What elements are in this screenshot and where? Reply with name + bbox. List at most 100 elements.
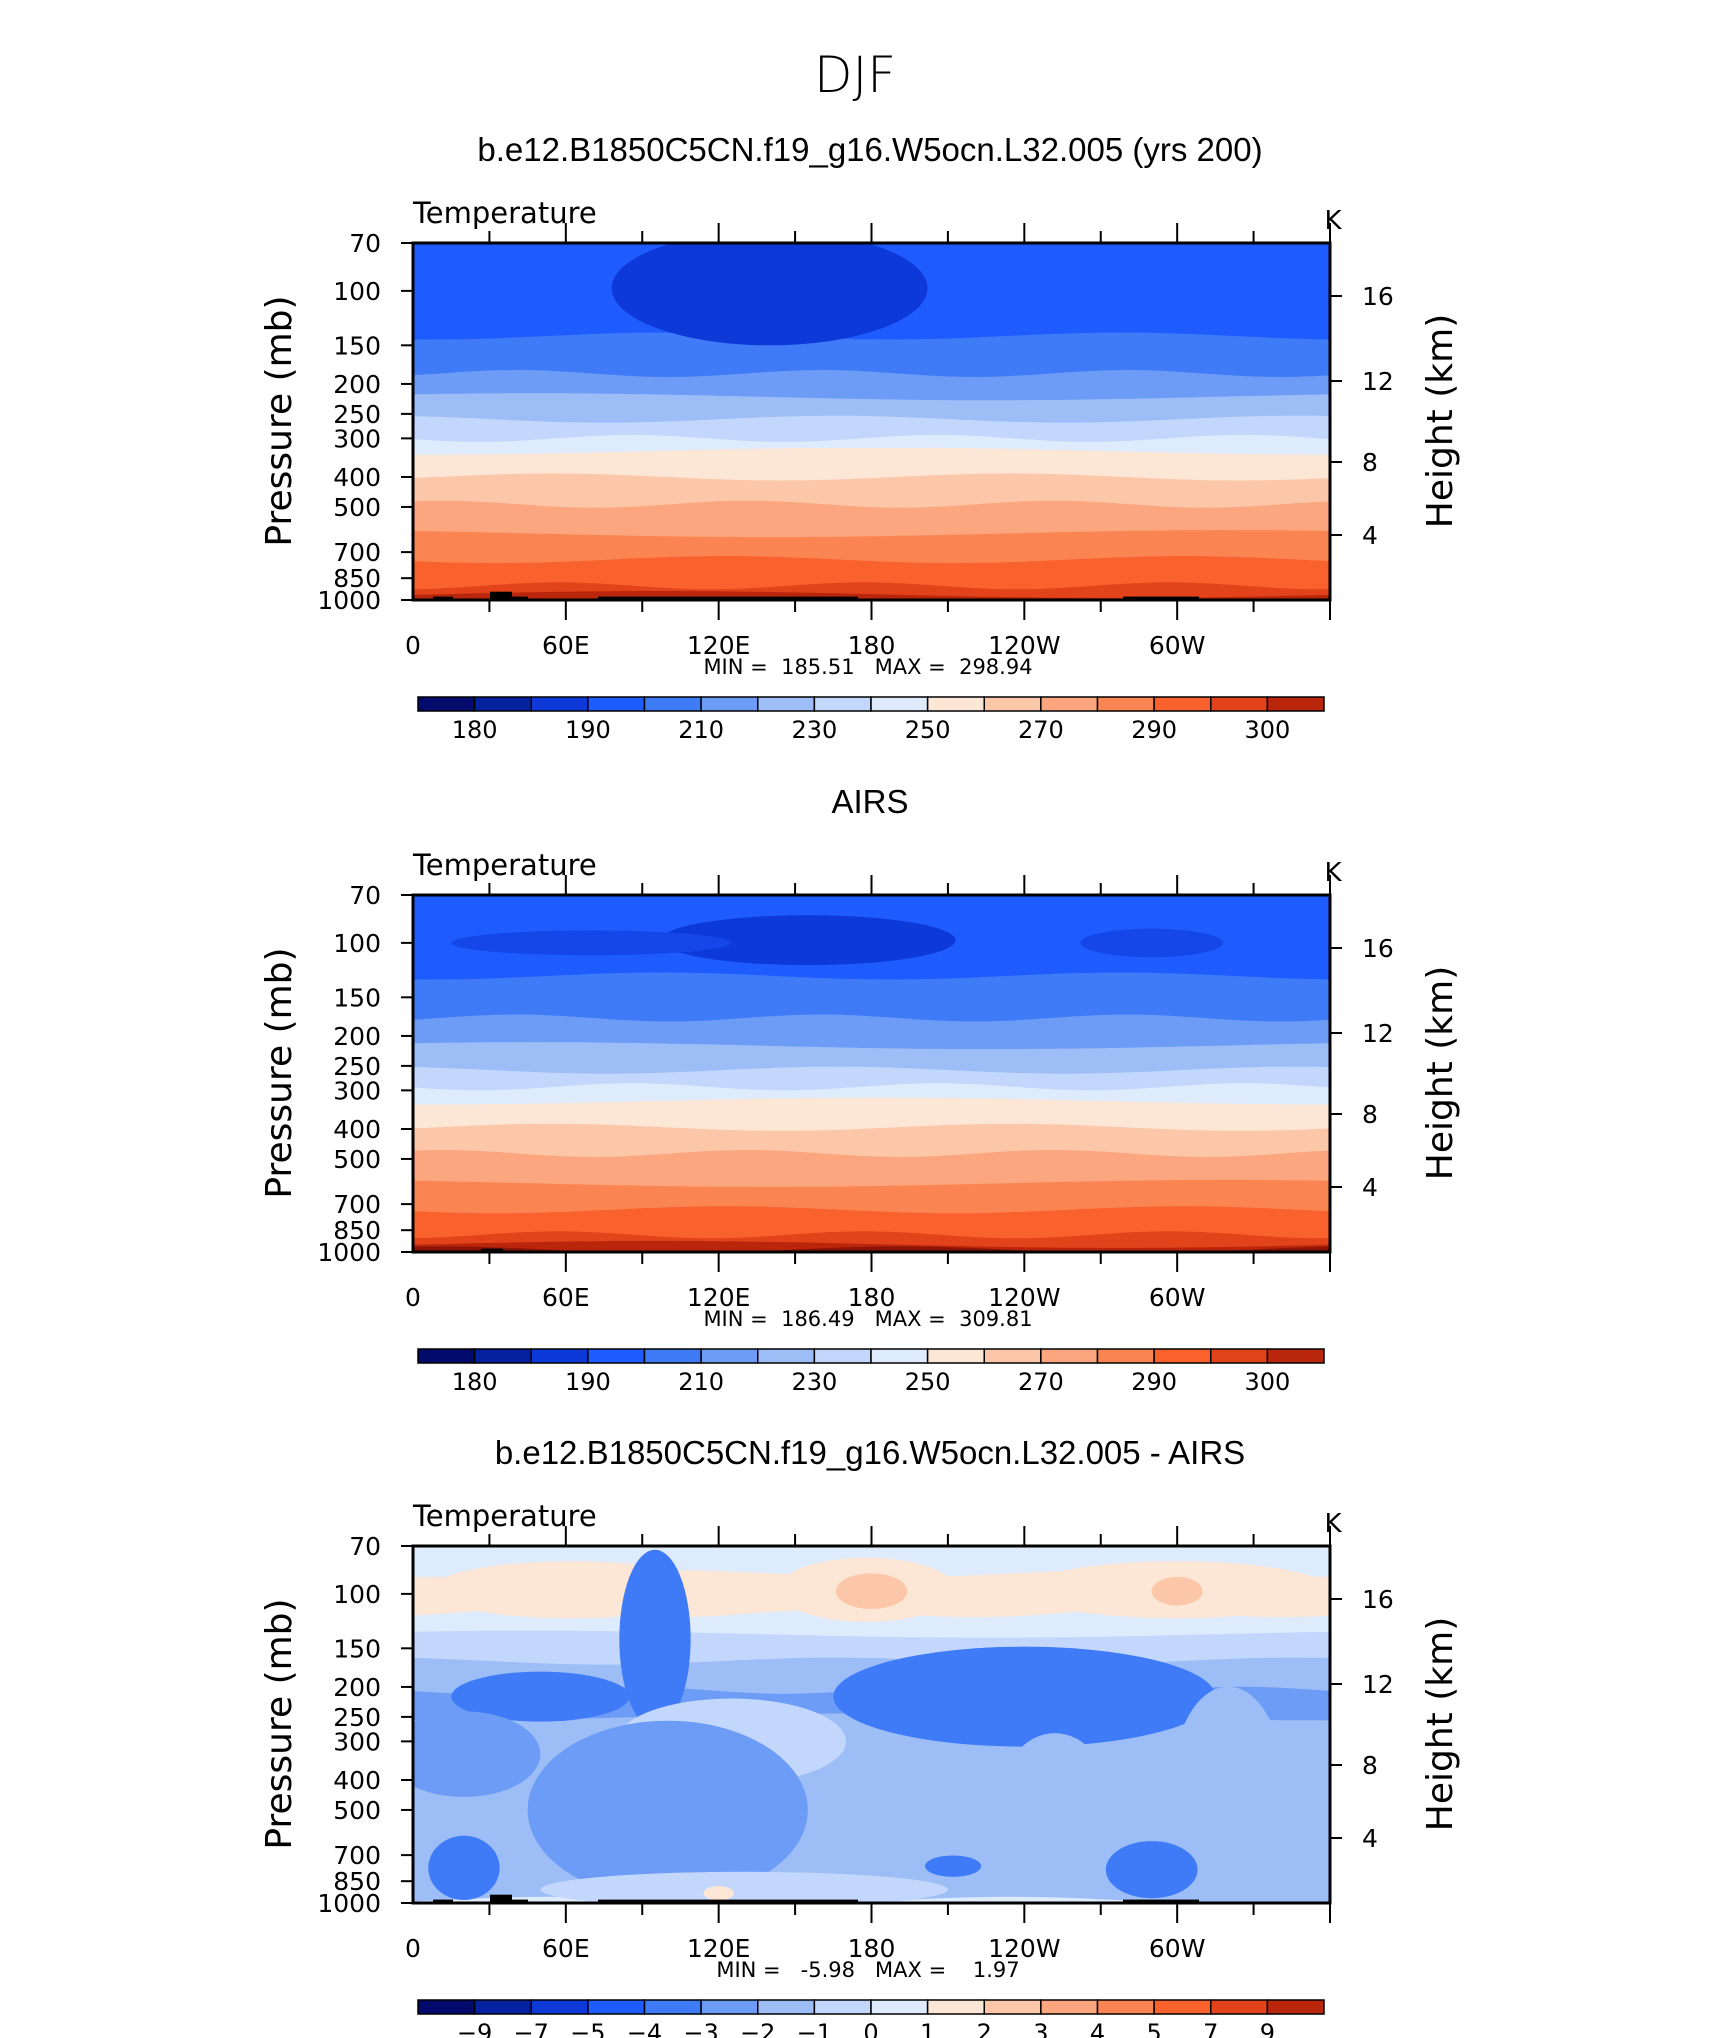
contour-blob bbox=[540, 1871, 948, 1903]
colorbar-label: −7 bbox=[514, 2019, 549, 2038]
colorbar-box bbox=[813, 1999, 872, 2015]
contour-blob bbox=[611, 243, 928, 346]
height-tick-label: 8 bbox=[1362, 1751, 1378, 1780]
x-tick-label: 60W bbox=[1149, 631, 1206, 660]
figure-title: DJF bbox=[814, 46, 896, 104]
colorbar-label: 3 bbox=[1033, 2019, 1048, 2038]
panel-title: AIRS bbox=[831, 783, 908, 820]
colorbar-box bbox=[1096, 696, 1155, 712]
colorbar-box bbox=[530, 696, 589, 712]
x-tick-label: 60E bbox=[542, 1934, 590, 1963]
colorbar-box bbox=[700, 696, 759, 712]
x-tick-label: 120W bbox=[988, 1283, 1060, 1312]
colorbar-label: 210 bbox=[678, 716, 724, 744]
height-tick-label: 4 bbox=[1362, 1824, 1378, 1853]
colorbar-box bbox=[1210, 696, 1269, 712]
colorbar-label: 230 bbox=[791, 1368, 837, 1396]
colorbar-box bbox=[1153, 1348, 1212, 1364]
pressure-tick-label: 400 bbox=[333, 1115, 381, 1144]
pressure-tick-label: 200 bbox=[333, 370, 381, 399]
x-tick-label: 180 bbox=[848, 1934, 896, 1963]
colorbar-box bbox=[870, 1999, 929, 2015]
y-axis-label-right: Height (km) bbox=[1420, 1617, 1461, 1831]
colorbar-box bbox=[700, 1348, 759, 1364]
colorbar-box bbox=[1040, 1999, 1099, 2015]
panel-3: b.e12.B1850C5CN.f19_g16.W5ocn.L32.005 - … bbox=[259, 1434, 1461, 2038]
panel-1: b.e12.B1850C5CN.f19_g16.W5ocn.L32.005 (y… bbox=[259, 131, 1461, 744]
colorbar-box bbox=[813, 696, 872, 712]
height-tick-label: 8 bbox=[1362, 448, 1378, 477]
colorbar-label: 5 bbox=[1146, 2019, 1161, 2038]
y-axis-label: Pressure (mb) bbox=[259, 295, 300, 546]
colorbar-box bbox=[587, 1348, 646, 1364]
colorbar-box bbox=[926, 1348, 985, 1364]
pressure-tick-label: 250 bbox=[333, 400, 381, 429]
colorbar: 180 190 210 230 250 270 290 300 bbox=[417, 1348, 1325, 1396]
colorbar-box bbox=[643, 1999, 702, 2015]
colorbar-box bbox=[870, 696, 929, 712]
contour-blob bbox=[833, 1646, 1216, 1747]
x-tick-label: 0 bbox=[405, 1283, 421, 1312]
contour-blob bbox=[998, 1733, 1111, 1876]
contour-blob bbox=[428, 1835, 500, 1901]
pressure-tick-label: 1000 bbox=[317, 586, 381, 615]
colorbar-box bbox=[983, 1999, 1042, 2015]
pressure-tick-label: 700 bbox=[333, 1841, 381, 1870]
contour-blob bbox=[835, 1573, 908, 1610]
pressure-tick-label: 850 bbox=[333, 564, 381, 593]
colorbar-box bbox=[1153, 1999, 1212, 2015]
contour-blob bbox=[1151, 1576, 1203, 1606]
colorbar-box bbox=[643, 1348, 702, 1364]
pressure-tick-label: 70 bbox=[349, 1532, 381, 1561]
pressure-tick-label: 200 bbox=[333, 1673, 381, 1702]
x-tick-label: 60E bbox=[542, 1283, 590, 1312]
x-tick-label: 0 bbox=[405, 631, 421, 660]
topography-mask bbox=[433, 596, 453, 600]
colorbar-box bbox=[417, 696, 476, 712]
colorbar-box bbox=[1040, 1348, 1099, 1364]
colorbar-box bbox=[983, 696, 1042, 712]
height-tick-label: 4 bbox=[1362, 521, 1378, 550]
topography-mask bbox=[598, 596, 858, 600]
colorbar-label: −4 bbox=[627, 2019, 662, 2038]
contour-blob bbox=[703, 1886, 734, 1901]
contour-blob bbox=[413, 1711, 541, 1797]
height-tick-label: 12 bbox=[1362, 1670, 1394, 1699]
colorbar-box bbox=[1096, 1348, 1155, 1364]
contour-blob bbox=[924, 1855, 982, 1877]
pressure-tick-label: 500 bbox=[333, 493, 381, 522]
colorbar-box bbox=[1210, 1999, 1269, 2015]
pressure-tick-label: 300 bbox=[333, 1076, 381, 1105]
pressure-tick-label: 400 bbox=[333, 1766, 381, 1795]
colorbar-box bbox=[473, 1348, 532, 1364]
x-tick-label: 60E bbox=[542, 631, 590, 660]
min-max-label: MIN = 186.49 MAX = 309.81 bbox=[703, 1307, 1032, 1331]
topography-mask bbox=[512, 596, 528, 600]
pressure-tick-label: 700 bbox=[333, 538, 381, 567]
x-tick-label: 0 bbox=[405, 1934, 421, 1963]
x-tick-label: 120E bbox=[687, 1934, 751, 1963]
colorbar-label: 1 bbox=[920, 2019, 935, 2038]
colorbar-box bbox=[757, 1348, 816, 1364]
colorbar-label: 270 bbox=[1018, 1368, 1064, 1396]
colorbar-box bbox=[473, 1999, 532, 2015]
colorbar-label: 4 bbox=[1090, 2019, 1105, 2038]
variable-label: Temperature bbox=[412, 196, 597, 230]
colorbar-box bbox=[1153, 696, 1212, 712]
x-tick-label: 60W bbox=[1149, 1283, 1206, 1312]
pressure-tick-label: 700 bbox=[333, 1190, 381, 1219]
colorbar-box bbox=[530, 1999, 589, 2015]
colorbar-box bbox=[926, 1999, 985, 2015]
colorbar-label: 2 bbox=[977, 2019, 992, 2038]
height-tick-label: 4 bbox=[1362, 1173, 1378, 1202]
pressure-tick-label: 100 bbox=[333, 1580, 381, 1609]
contour-blob bbox=[1172, 1686, 1285, 1887]
contour-blob bbox=[451, 930, 732, 956]
colorbar-box bbox=[757, 1999, 816, 2015]
colorbar-box bbox=[926, 696, 985, 712]
colorbar-label: 210 bbox=[678, 1368, 724, 1396]
height-tick-label: 12 bbox=[1362, 1019, 1394, 1048]
pressure-tick-label: 150 bbox=[333, 331, 381, 360]
colorbar-box bbox=[1266, 1348, 1325, 1364]
